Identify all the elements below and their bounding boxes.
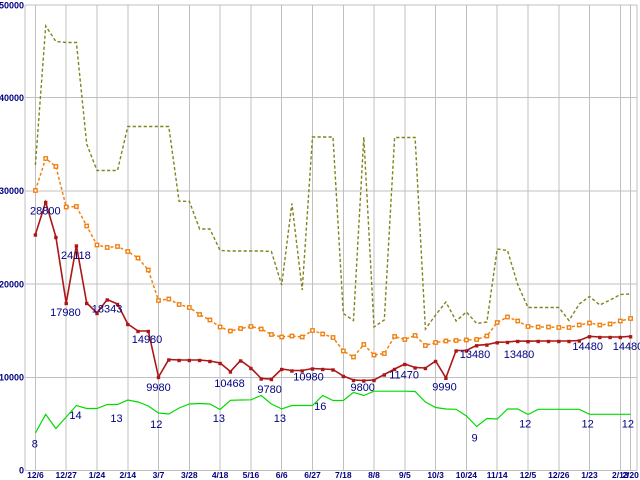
svg-text:13: 13	[274, 413, 286, 425]
svg-text:14480: 14480	[613, 341, 640, 353]
svg-text:8: 8	[32, 439, 38, 451]
svg-text:3/7: 3/7	[153, 470, 165, 480]
svg-text:6/6: 6/6	[276, 470, 288, 480]
svg-text:12/6: 12/6	[27, 470, 44, 480]
svg-text:1/24: 1/24	[89, 470, 106, 480]
svg-text:12: 12	[519, 419, 531, 431]
svg-text:11/14: 11/14	[487, 470, 508, 480]
svg-text:18343: 18343	[92, 304, 123, 316]
svg-text:30000: 30000	[0, 186, 24, 196]
svg-text:28800: 28800	[30, 206, 61, 218]
svg-text:12: 12	[581, 419, 593, 431]
svg-text:14980: 14980	[132, 334, 163, 346]
svg-text:7/18: 7/18	[335, 470, 352, 480]
svg-text:13480: 13480	[504, 349, 535, 361]
svg-text:13: 13	[213, 413, 225, 425]
svg-text:10/3: 10/3	[427, 470, 444, 480]
svg-text:9990: 9990	[432, 382, 456, 394]
svg-text:17980: 17980	[50, 307, 81, 319]
svg-text:9980: 9980	[146, 382, 170, 394]
svg-text:12/27: 12/27	[56, 470, 78, 480]
svg-text:9800: 9800	[350, 382, 374, 394]
svg-text:8/8: 8/8	[368, 470, 380, 480]
svg-text:14480: 14480	[572, 341, 603, 353]
svg-text:24118: 24118	[61, 250, 91, 262]
svg-text:6/27: 6/27	[304, 470, 321, 480]
svg-text:10000: 10000	[0, 373, 24, 383]
svg-text:10980: 10980	[293, 372, 324, 384]
svg-text:1/23: 1/23	[581, 470, 598, 480]
svg-text:13: 13	[110, 413, 122, 425]
svg-text:12/5: 12/5	[520, 470, 537, 480]
svg-text:14: 14	[69, 410, 81, 422]
svg-text:2/14: 2/14	[120, 470, 137, 480]
svg-text:9: 9	[472, 433, 478, 445]
svg-text:20000: 20000	[0, 279, 24, 289]
svg-text:2/13: 2/13	[612, 470, 629, 480]
svg-text:4/18: 4/18	[212, 470, 229, 480]
svg-text:3/28: 3/28	[181, 470, 198, 480]
svg-text:2/20: 2/20	[622, 470, 639, 480]
svg-text:5/16: 5/16	[243, 470, 260, 480]
svg-text:10/24: 10/24	[456, 470, 478, 480]
svg-text:11470: 11470	[389, 370, 419, 382]
svg-text:13480: 13480	[460, 349, 491, 361]
svg-text:16: 16	[314, 401, 326, 413]
svg-text:9780: 9780	[257, 384, 281, 396]
svg-text:12: 12	[150, 419, 162, 431]
svg-text:10468: 10468	[214, 378, 245, 390]
svg-text:12: 12	[622, 419, 634, 431]
svg-text:12/26: 12/26	[548, 470, 570, 480]
svg-text:50000: 50000	[0, 0, 24, 10]
svg-text:0: 0	[19, 466, 24, 476]
svg-text:40000: 40000	[0, 93, 24, 103]
svg-text:9/5: 9/5	[399, 470, 411, 480]
